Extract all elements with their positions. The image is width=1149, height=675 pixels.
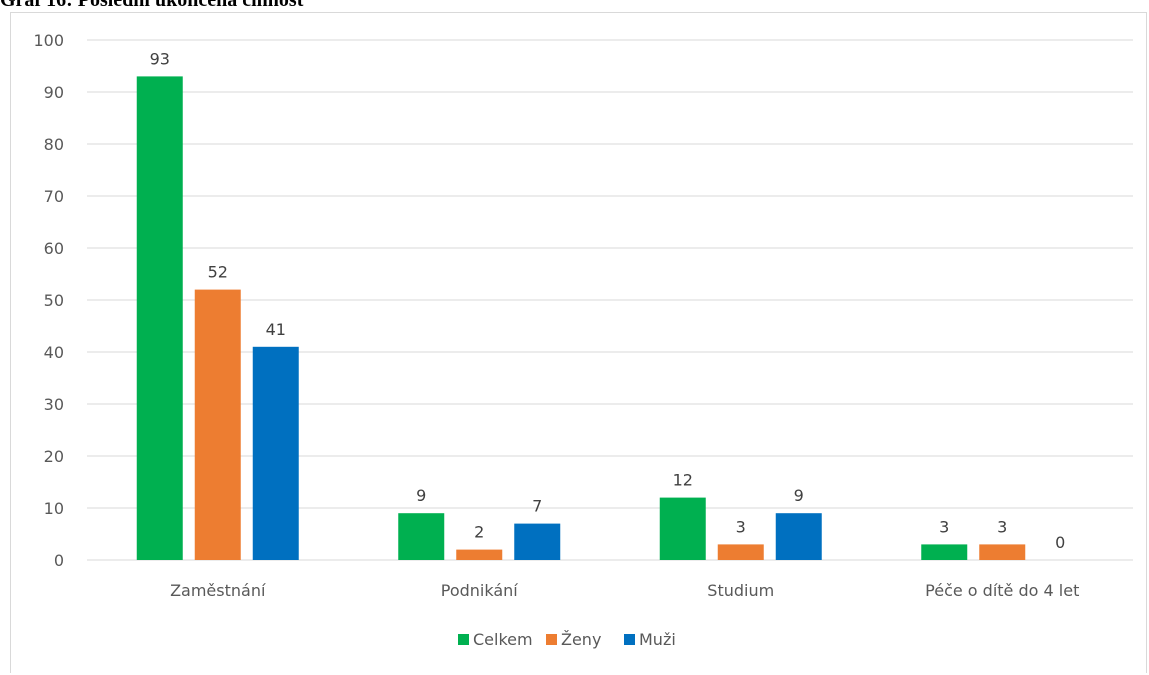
- y-tick-label: 90: [44, 83, 64, 102]
- legend-swatch: [546, 634, 557, 645]
- category-label: Studium: [707, 581, 774, 600]
- legend-label: Celkem: [473, 630, 533, 649]
- legend-swatch: [624, 634, 635, 645]
- data-label: 7: [532, 497, 542, 516]
- bar: [921, 544, 968, 560]
- y-tick-label: 0: [54, 551, 64, 570]
- data-label: 2: [474, 523, 484, 542]
- chart-title: Graf 16: Poslední ukončená činnost: [0, 0, 304, 11]
- data-label: 3: [939, 517, 949, 536]
- legend-label: Muži: [639, 630, 676, 649]
- data-label: 93: [150, 49, 170, 68]
- bar: [979, 544, 1026, 560]
- data-label: 9: [794, 486, 804, 505]
- bar: [398, 513, 445, 560]
- chart-frame: [10, 12, 1147, 673]
- y-tick-label: 30: [44, 395, 64, 414]
- legend-label: Ženy: [561, 630, 601, 649]
- legend: Celkem Ženy Muži: [458, 630, 676, 649]
- category-label: Podnikání: [441, 581, 519, 600]
- category-labels: Zaměstnání Podnikání Studium Péče o dítě do…: [170, 581, 1079, 600]
- y-tick-label: 60: [44, 239, 64, 258]
- category-label: Zaměstnání: [170, 581, 266, 600]
- y-tick-label: 20: [44, 447, 64, 466]
- bar: [775, 513, 822, 560]
- data-label: 3: [997, 517, 1007, 536]
- bar: [136, 76, 183, 561]
- bar: [514, 523, 561, 560]
- bar: [456, 549, 503, 560]
- y-tick-label: 50: [44, 291, 64, 310]
- y-axis-ticks: 0 10 20 30 40 50 60 70 80 90 100: [33, 31, 64, 570]
- y-tick-label: 80: [44, 135, 64, 154]
- legend-swatch: [458, 634, 469, 645]
- data-label: 9: [416, 486, 426, 505]
- bars: [136, 76, 1026, 561]
- y-tick-label: 10: [44, 499, 64, 518]
- data-label: 3: [736, 517, 746, 536]
- bar: [252, 346, 299, 560]
- bar: [717, 544, 764, 560]
- y-tick-label: 40: [44, 343, 64, 362]
- bar: [194, 289, 241, 560]
- category-label: Péče o dítě do 4 let: [925, 581, 1079, 600]
- data-label: 41: [266, 320, 286, 339]
- data-label: 52: [208, 263, 228, 282]
- data-label: 0: [1055, 533, 1065, 552]
- data-label: 12: [673, 471, 693, 490]
- gridlines: [87, 39, 1133, 561]
- y-tick-label: 100: [33, 31, 64, 50]
- bar: [659, 497, 706, 560]
- y-tick-label: 70: [44, 187, 64, 206]
